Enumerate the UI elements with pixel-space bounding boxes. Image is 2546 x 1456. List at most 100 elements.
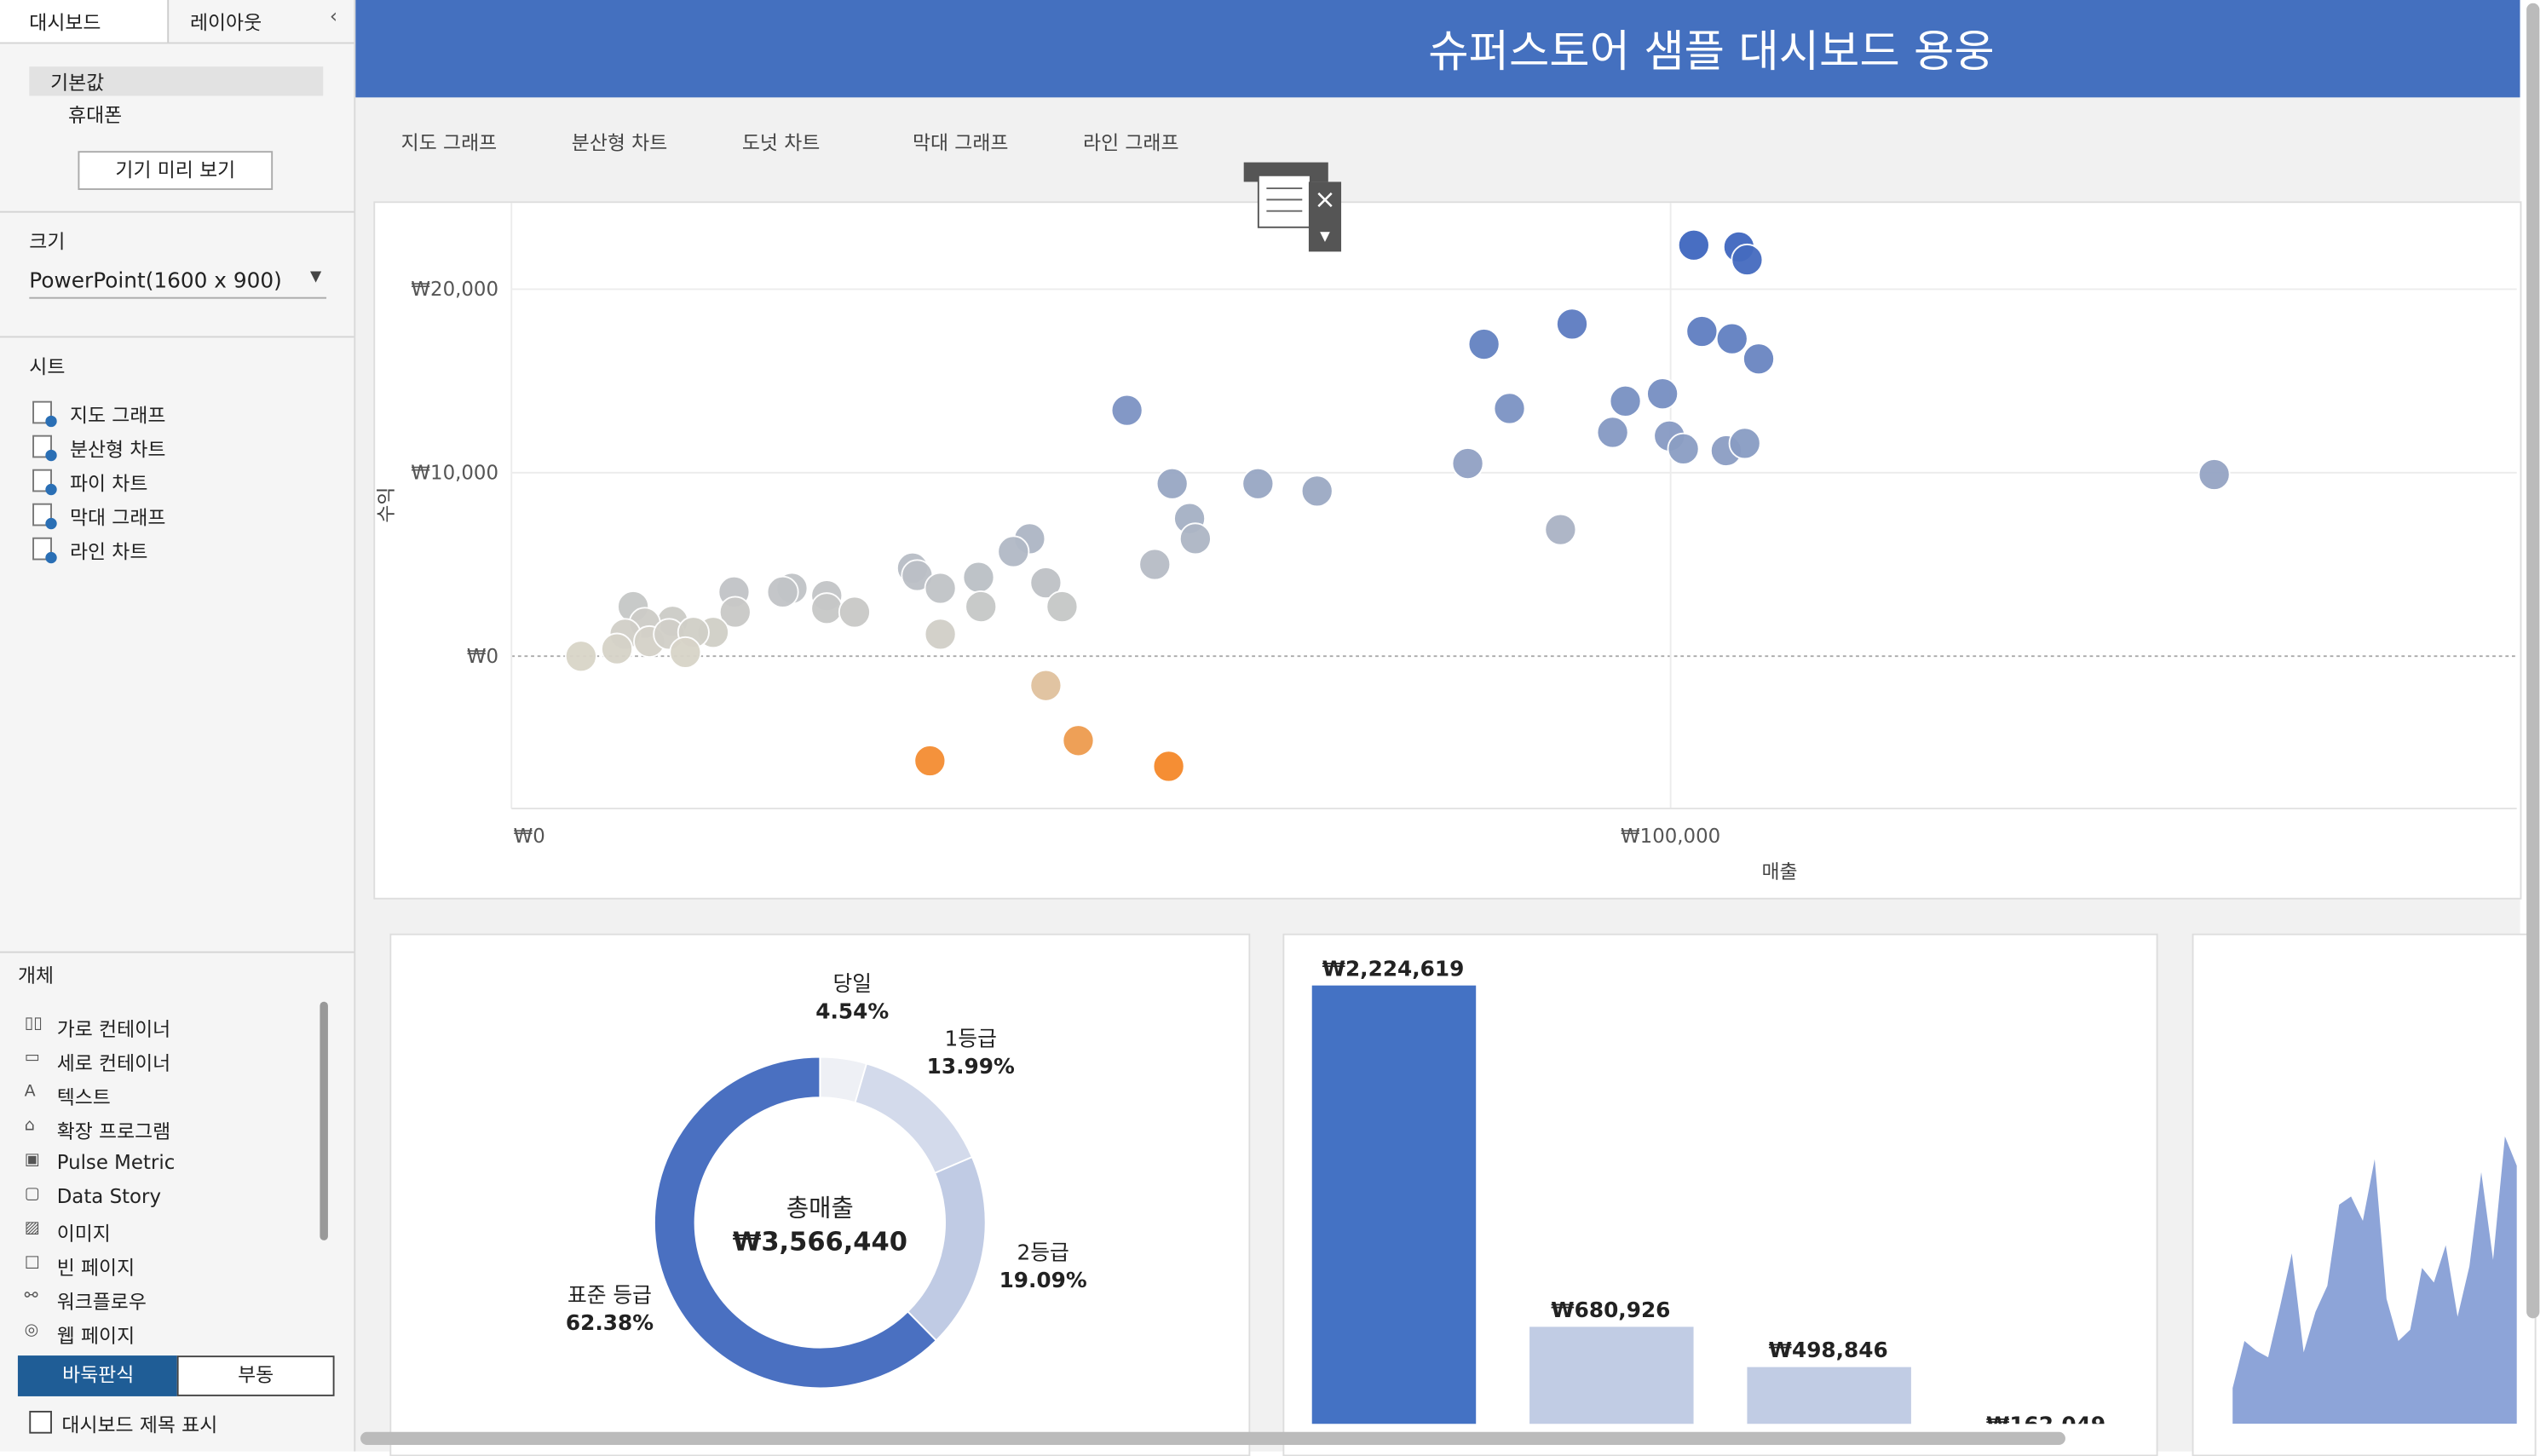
preview-button[interactable]: 기기 미리 보기 <box>78 151 274 190</box>
floating-icon[interactable]: ×▼ <box>1243 162 1342 252</box>
object-icon: □ <box>24 1253 40 1272</box>
point <box>1451 447 1484 481</box>
h-scrollbar[interactable] <box>360 1431 2065 1445</box>
segment-label: 표준 등급 <box>567 1282 652 1307</box>
svg-text:▼: ▼ <box>1320 228 1330 244</box>
segment-value: 19.09% <box>999 1268 1087 1292</box>
divider <box>0 210 354 213</box>
object-item[interactable]: Data Story <box>56 1185 161 1208</box>
center-total: ₩3,566,440 <box>733 1227 907 1257</box>
point <box>913 744 947 778</box>
segment-label: 1등급 <box>945 1027 997 1051</box>
point <box>965 590 998 624</box>
scrollbar[interactable] <box>320 1001 328 1240</box>
object-item[interactable]: 빈 페이지 <box>56 1256 135 1280</box>
panel <box>373 201 2522 900</box>
sheet-item[interactable]: 지도 그래프 <box>69 404 166 428</box>
selected-bg <box>29 66 324 96</box>
sidebar: 대시보드 레이아웃 ‹ 기본값 휴대폰 기기 미리 보기 크기 PowerPoi… <box>0 0 356 1452</box>
segment-label: 당일 <box>832 971 872 996</box>
point <box>924 618 957 651</box>
point <box>1178 522 1212 555</box>
object-icon: ▢ <box>24 1185 40 1204</box>
point <box>1715 322 1748 355</box>
object-icon: ▭ <box>24 1049 40 1067</box>
segment-value: 4.54% <box>815 999 889 1024</box>
header <box>355 0 2520 98</box>
sheet-item[interactable]: 라인 차트 <box>69 540 148 564</box>
nav-tab[interactable]: 라인 그래프 <box>1083 131 1179 155</box>
point <box>924 572 957 605</box>
device-option[interactable]: 기본값 <box>50 71 105 95</box>
device-option[interactable]: 휴대폰 <box>68 103 123 127</box>
bar-label: ₩162,049 <box>1986 1413 2105 1437</box>
check-badge <box>45 449 57 462</box>
bar-label: ₩2,224,619 <box>1322 956 1465 981</box>
point <box>1685 314 1719 348</box>
checkbox[interactable] <box>29 1410 52 1434</box>
area-group <box>2232 1136 2517 1424</box>
object-item[interactable]: 확장 프로그램 <box>56 1119 171 1143</box>
donut-segment <box>654 1056 938 1390</box>
v-scrollbar[interactable] <box>2526 3 2540 1319</box>
section-label: 개체 <box>17 964 55 987</box>
x-axis-title: 매출 <box>1762 861 1798 883</box>
object-icon: ⌂ <box>24 1117 35 1136</box>
segment-label: 2등급 <box>1017 1240 1069 1265</box>
nav-tab[interactable]: 분산형 차트 <box>571 131 668 155</box>
object-item[interactable]: 웹 페이지 <box>56 1324 135 1348</box>
bar <box>1747 1367 1911 1424</box>
point <box>997 535 1030 568</box>
nav-tab[interactable]: 지도 그래프 <box>400 131 498 155</box>
dashboard-title: 슈퍼스토어 샘플 대시보드 용웅 <box>1428 27 1995 78</box>
tiled-button[interactable]: 바둑판식 <box>17 1355 179 1396</box>
point <box>1029 567 1063 600</box>
point <box>1493 392 1526 425</box>
sheet-item[interactable]: 파이 차트 <box>69 472 148 496</box>
checkbox-label[interactable]: 대시보드 제목 표시 <box>61 1413 218 1437</box>
point <box>1467 327 1501 361</box>
point <box>1596 416 1629 449</box>
y-tick-label: ₩0 <box>467 646 498 668</box>
object-item[interactable]: 이미지 <box>56 1222 111 1246</box>
object-item[interactable]: 텍스트 <box>56 1085 111 1109</box>
sheet-item[interactable]: 막대 그래프 <box>69 506 166 530</box>
point <box>1110 394 1143 427</box>
point <box>1731 243 1764 277</box>
point <box>564 640 597 673</box>
object-icon: A <box>24 1083 36 1102</box>
object-icon: ⚯ <box>24 1287 38 1306</box>
object-item[interactable]: 워크플로우 <box>56 1290 147 1314</box>
point <box>1728 427 1761 460</box>
tab[interactable]: 레이아웃 <box>189 11 262 35</box>
size-select[interactable]: PowerPoint(1600 x 900) <box>29 269 282 294</box>
y-axis-title: 수익 <box>376 487 398 523</box>
object-item[interactable]: 세로 컨테이너 <box>56 1051 171 1075</box>
point <box>1300 475 1333 508</box>
point <box>1138 548 1172 581</box>
divider <box>0 336 354 338</box>
sheet-item[interactable]: 분산형 차트 <box>69 438 166 462</box>
object-item[interactable]: Pulse Metric <box>56 1151 176 1174</box>
object-icon: ▨ <box>24 1219 40 1238</box>
dropdown-arrow[interactable]: ▼ <box>309 269 322 286</box>
point <box>669 636 702 669</box>
bar-group: ₩2,224,619 ₩680,926 ₩498,846 ₩162,049 <box>1311 956 2105 1437</box>
section-label: 시트 <box>29 355 66 379</box>
point <box>1677 228 1710 262</box>
floating-button[interactable]: 부동 <box>176 1355 335 1396</box>
nav-tab[interactable]: 도넛 차트 <box>741 131 821 155</box>
bar-label: ₩680,926 <box>1551 1298 1670 1322</box>
donut-segment <box>906 1155 987 1342</box>
object-icon: ▣ <box>24 1151 40 1170</box>
point <box>766 575 799 608</box>
object-item[interactable]: 가로 컨테이너 <box>56 1017 171 1041</box>
collapse[interactable]: ‹ <box>329 4 338 28</box>
point <box>1646 377 1679 411</box>
section-label: 크기 <box>29 230 66 254</box>
tab[interactable]: 대시보드 <box>29 11 101 35</box>
point <box>810 592 844 625</box>
nav-tab[interactable]: 막대 그래프 <box>912 131 1009 155</box>
